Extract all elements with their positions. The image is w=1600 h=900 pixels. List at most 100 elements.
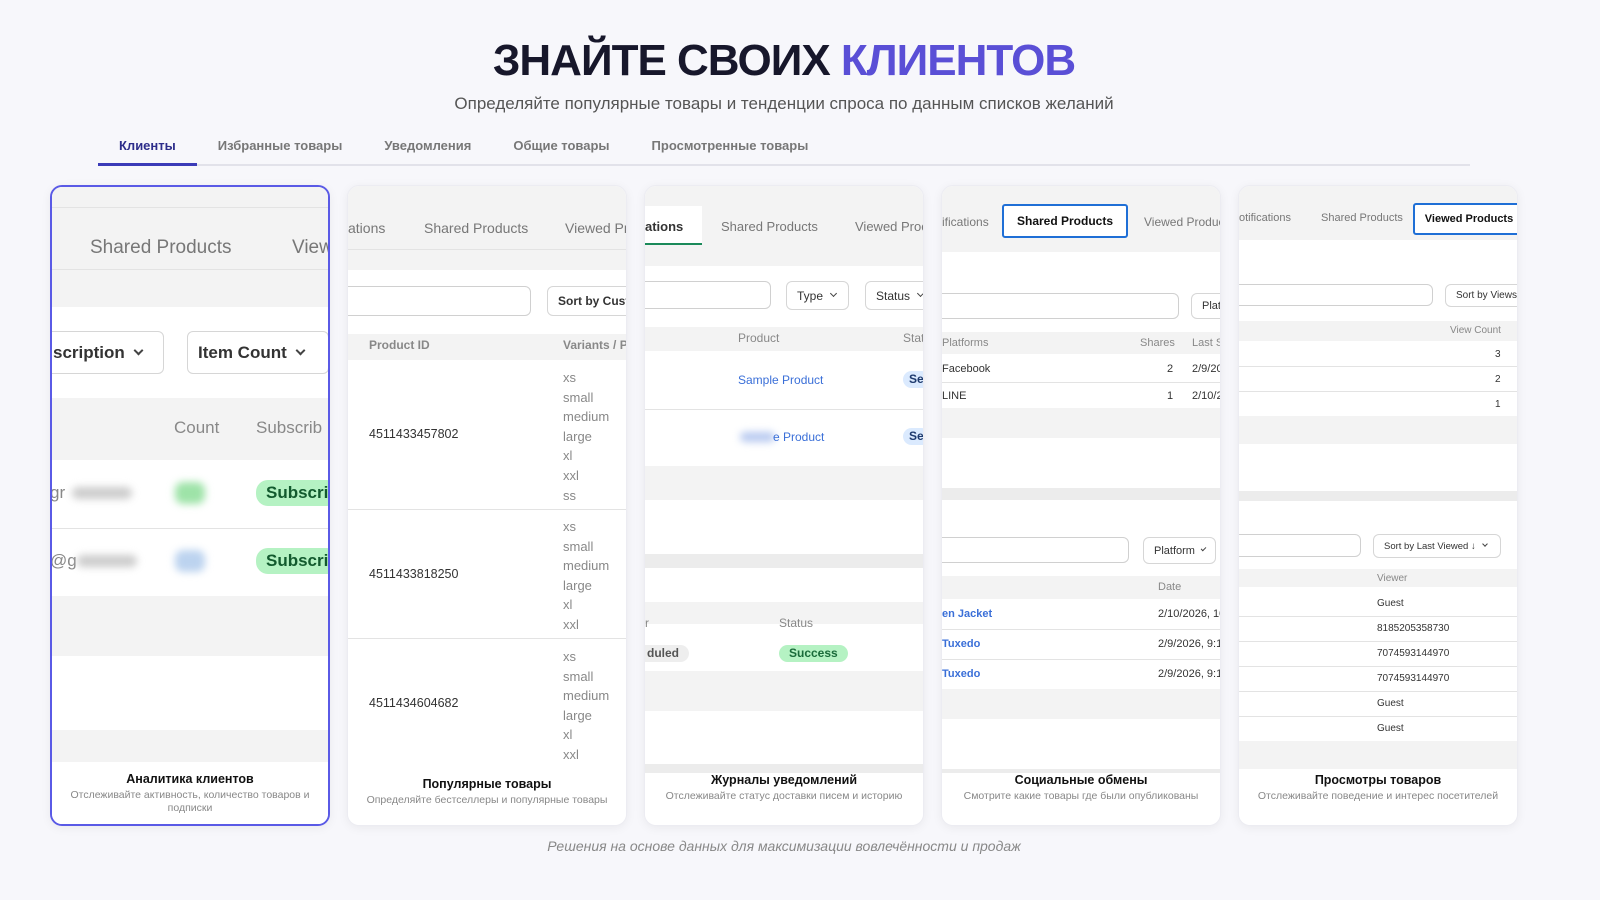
card-title: Просмотры товаров	[1314, 773, 1442, 787]
view-count-cell: 3	[1495, 349, 1501, 360]
divider	[1239, 666, 1517, 667]
inner-tab-shared: Shared Products	[1321, 212, 1403, 224]
inner-tab-notifications: ations	[645, 219, 684, 234]
last-shared-cell: 2/9/20	[1192, 363, 1221, 375]
inner-tab-notifications: otifications	[1239, 212, 1291, 224]
card-title: Популярные товары	[422, 777, 552, 791]
card-description: Отслеживайте активность, количество това…	[70, 789, 310, 814]
card-title: Аналитика клиентов	[126, 772, 254, 786]
blurred-email	[77, 555, 137, 567]
item-count-filter: Item Count	[187, 331, 328, 374]
date-cell: 2/9/2026, 9:1	[1158, 638, 1221, 650]
empty-area	[942, 408, 1220, 438]
platform-cell: LINE	[942, 390, 967, 402]
inner-tab-shared: Shared Products	[424, 220, 529, 236]
inner-tab-notifications: ifications	[942, 215, 989, 229]
tab-shared[interactable]: Общие товары	[513, 138, 610, 153]
card-footer: Аналитика клиентов Отслеживайте активност…	[52, 762, 328, 824]
divider	[645, 409, 923, 410]
email-cell: gr	[50, 483, 66, 502]
table-header	[1239, 569, 1517, 587]
section-gap	[1239, 491, 1517, 501]
col-product-id: Product ID	[369, 338, 430, 352]
col-status: Stat	[903, 331, 924, 345]
card-description: Смотрите какие товары где были опубликов…	[963, 790, 1199, 802]
divider	[1239, 391, 1517, 392]
sort-label: Sort by Last Viewed ↓	[1384, 540, 1476, 552]
bottom-caption: Решения на основе данных для максимизаци…	[547, 838, 1021, 854]
chevron-down-icon	[1200, 545, 1207, 552]
status-badge: Subscri	[256, 548, 328, 574]
col-log-status: Status	[779, 616, 814, 630]
product-link[interactable]: e Product	[773, 430, 825, 444]
status-filter: Status	[865, 281, 923, 310]
email-cell: @g	[50, 551, 77, 570]
tab-viewed[interactable]: Просмотренные товары	[651, 138, 809, 153]
card-popular-products[interactable]: ations Shared Products Viewed Pr Sort by…	[347, 185, 627, 826]
empty-area	[52, 730, 328, 762]
blurred-count	[175, 482, 205, 504]
card-footer: Просмотры товаров Отслеживайте поведение …	[1239, 773, 1517, 825]
viewer-cell: 8185205358730	[1377, 623, 1450, 634]
screenshot-header	[348, 186, 626, 270]
page-title: ЗНАЙТЕ СВОИХ КЛИЕНТОВ	[0, 36, 1568, 86]
page-subtitle: Определяйте популярные товары и тенденци…	[454, 94, 1114, 113]
product-link[interactable]: en Jacket	[942, 608, 993, 620]
inner-tab-viewed: View	[292, 237, 330, 258]
chevron-down-icon	[295, 345, 306, 356]
filter-label: Item Count	[198, 342, 287, 362]
inner-tab-shared: Shared Products	[1002, 204, 1128, 238]
empty-area	[1239, 416, 1517, 444]
card-notification-logs[interactable]: ations Shared Products Viewed Proc Type …	[644, 185, 924, 826]
product-link[interactable]: Tuxedo	[942, 668, 981, 680]
table-header	[942, 576, 1220, 599]
inner-tab-viewed: Viewed Pr	[565, 220, 627, 236]
divider	[348, 249, 626, 250]
shares-cell: 2	[1167, 363, 1174, 375]
search-input	[645, 281, 771, 309]
card-footer: Журналы уведомлений Отслеживайте статус д…	[645, 773, 923, 825]
card-social-shares[interactable]: ifications Shared Products Viewed Produc…	[941, 185, 1221, 826]
viewer-cell: Guest	[1377, 598, 1404, 609]
card-description: Определяйте бестселлеры и популярные тов…	[366, 794, 608, 806]
viewer-cell: Guest	[1377, 698, 1404, 709]
divider	[1239, 641, 1517, 642]
platform-filter: Platform	[1143, 537, 1216, 564]
status-badge: Success	[779, 645, 848, 662]
divider	[1239, 716, 1517, 717]
category-tabs: Клиенты Избранные товары Уведомления Общ…	[98, 130, 1470, 166]
empty-area	[942, 689, 1220, 719]
divider	[348, 509, 626, 510]
empty-area	[52, 596, 328, 656]
product-id-cell: 4511433457802	[369, 427, 459, 441]
card-customer-analytics[interactable]: Shared Products View scription Item Coun…	[50, 185, 330, 826]
product-link[interactable]: Tuxedo	[942, 638, 981, 650]
tab-favorites[interactable]: Избранные товары	[217, 138, 343, 153]
blurred-email	[72, 487, 132, 499]
col-count: Count	[174, 418, 220, 437]
tab-notifications[interactable]: Уведомления	[384, 138, 472, 153]
col-product: Product	[738, 331, 780, 345]
sort-last-viewed-dropdown: Sort by Last Viewed ↓	[1373, 534, 1501, 558]
card-footer: Популярные товары Определяйте бестселлеры…	[348, 767, 626, 825]
product-link[interactable]: Sample Product	[738, 373, 824, 387]
search-input	[1239, 534, 1361, 557]
search-input	[942, 293, 1179, 319]
table-header	[348, 334, 626, 360]
col-date: Date	[1158, 581, 1182, 593]
col-variants: Variants / P	[563, 338, 627, 352]
inner-tab-shared: Shared Products	[721, 219, 818, 234]
search-input	[348, 286, 531, 316]
tab-clients[interactable]: Клиенты	[98, 130, 197, 166]
platform-filter: Platf	[1191, 293, 1220, 319]
viewer-cell: 7074593144970	[1377, 673, 1450, 684]
table-header	[52, 398, 328, 460]
type-filter: Type	[786, 281, 849, 310]
card-description: Отслеживайте статус доставки писем и ист…	[665, 790, 903, 802]
card-product-views[interactable]: otifications Shared Products Viewed Prod…	[1238, 185, 1518, 826]
divider	[52, 207, 328, 208]
variants-cell: xs small medium large xl xxl	[563, 519, 610, 632]
filter-label: Status	[876, 288, 911, 303]
divider	[1239, 366, 1517, 367]
product-id-cell: 4511433818250	[369, 567, 459, 581]
